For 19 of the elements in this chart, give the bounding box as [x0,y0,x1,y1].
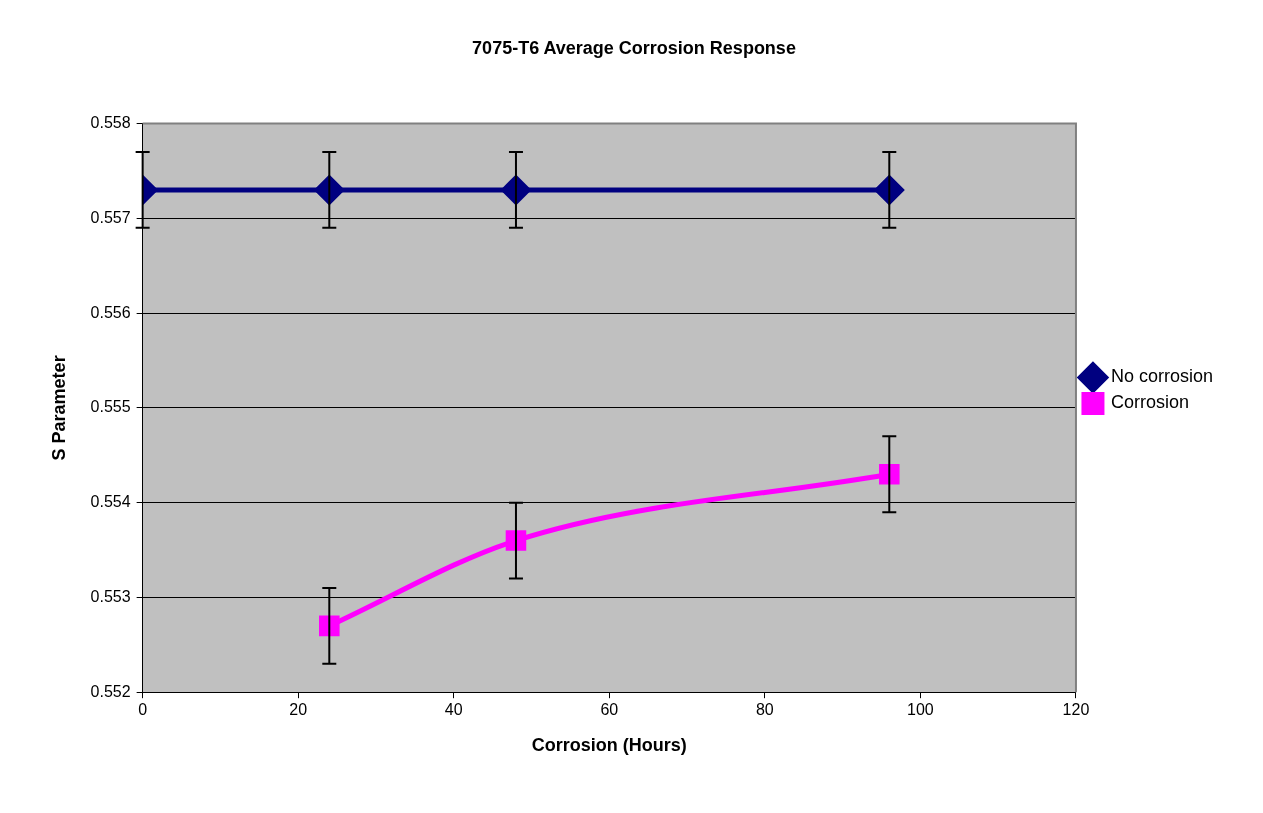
y-tick-label: 0.557 [90,208,131,226]
y-tick-label: 0.556 [90,303,131,321]
x-tick-label: 0 [138,701,148,719]
y-tick-label: 0.554 [90,493,131,511]
x-tick-label: 80 [755,701,774,719]
x-axis-title: Corrosion (Hours) [531,735,687,756]
legend-label: No corrosion [1110,366,1214,387]
x-tick-label: 120 [1062,701,1090,719]
x-tick-label: 40 [444,701,463,719]
y-tick-label: 0.553 [90,587,131,605]
x-tick-label: 100 [907,701,934,719]
x-tick-label: 60 [600,701,619,719]
chart-title: 7075-T6 Average Corrosion Response [472,37,796,58]
y-tick-label: 0.555 [90,398,131,416]
y-tick-label: 0.558 [90,114,131,132]
y-tick-label: 0.552 [90,682,131,700]
x-tick-label: 20 [289,701,308,719]
y-axis-title: S Parameter [48,355,69,461]
legend-label: Corrosion [1110,392,1189,413]
